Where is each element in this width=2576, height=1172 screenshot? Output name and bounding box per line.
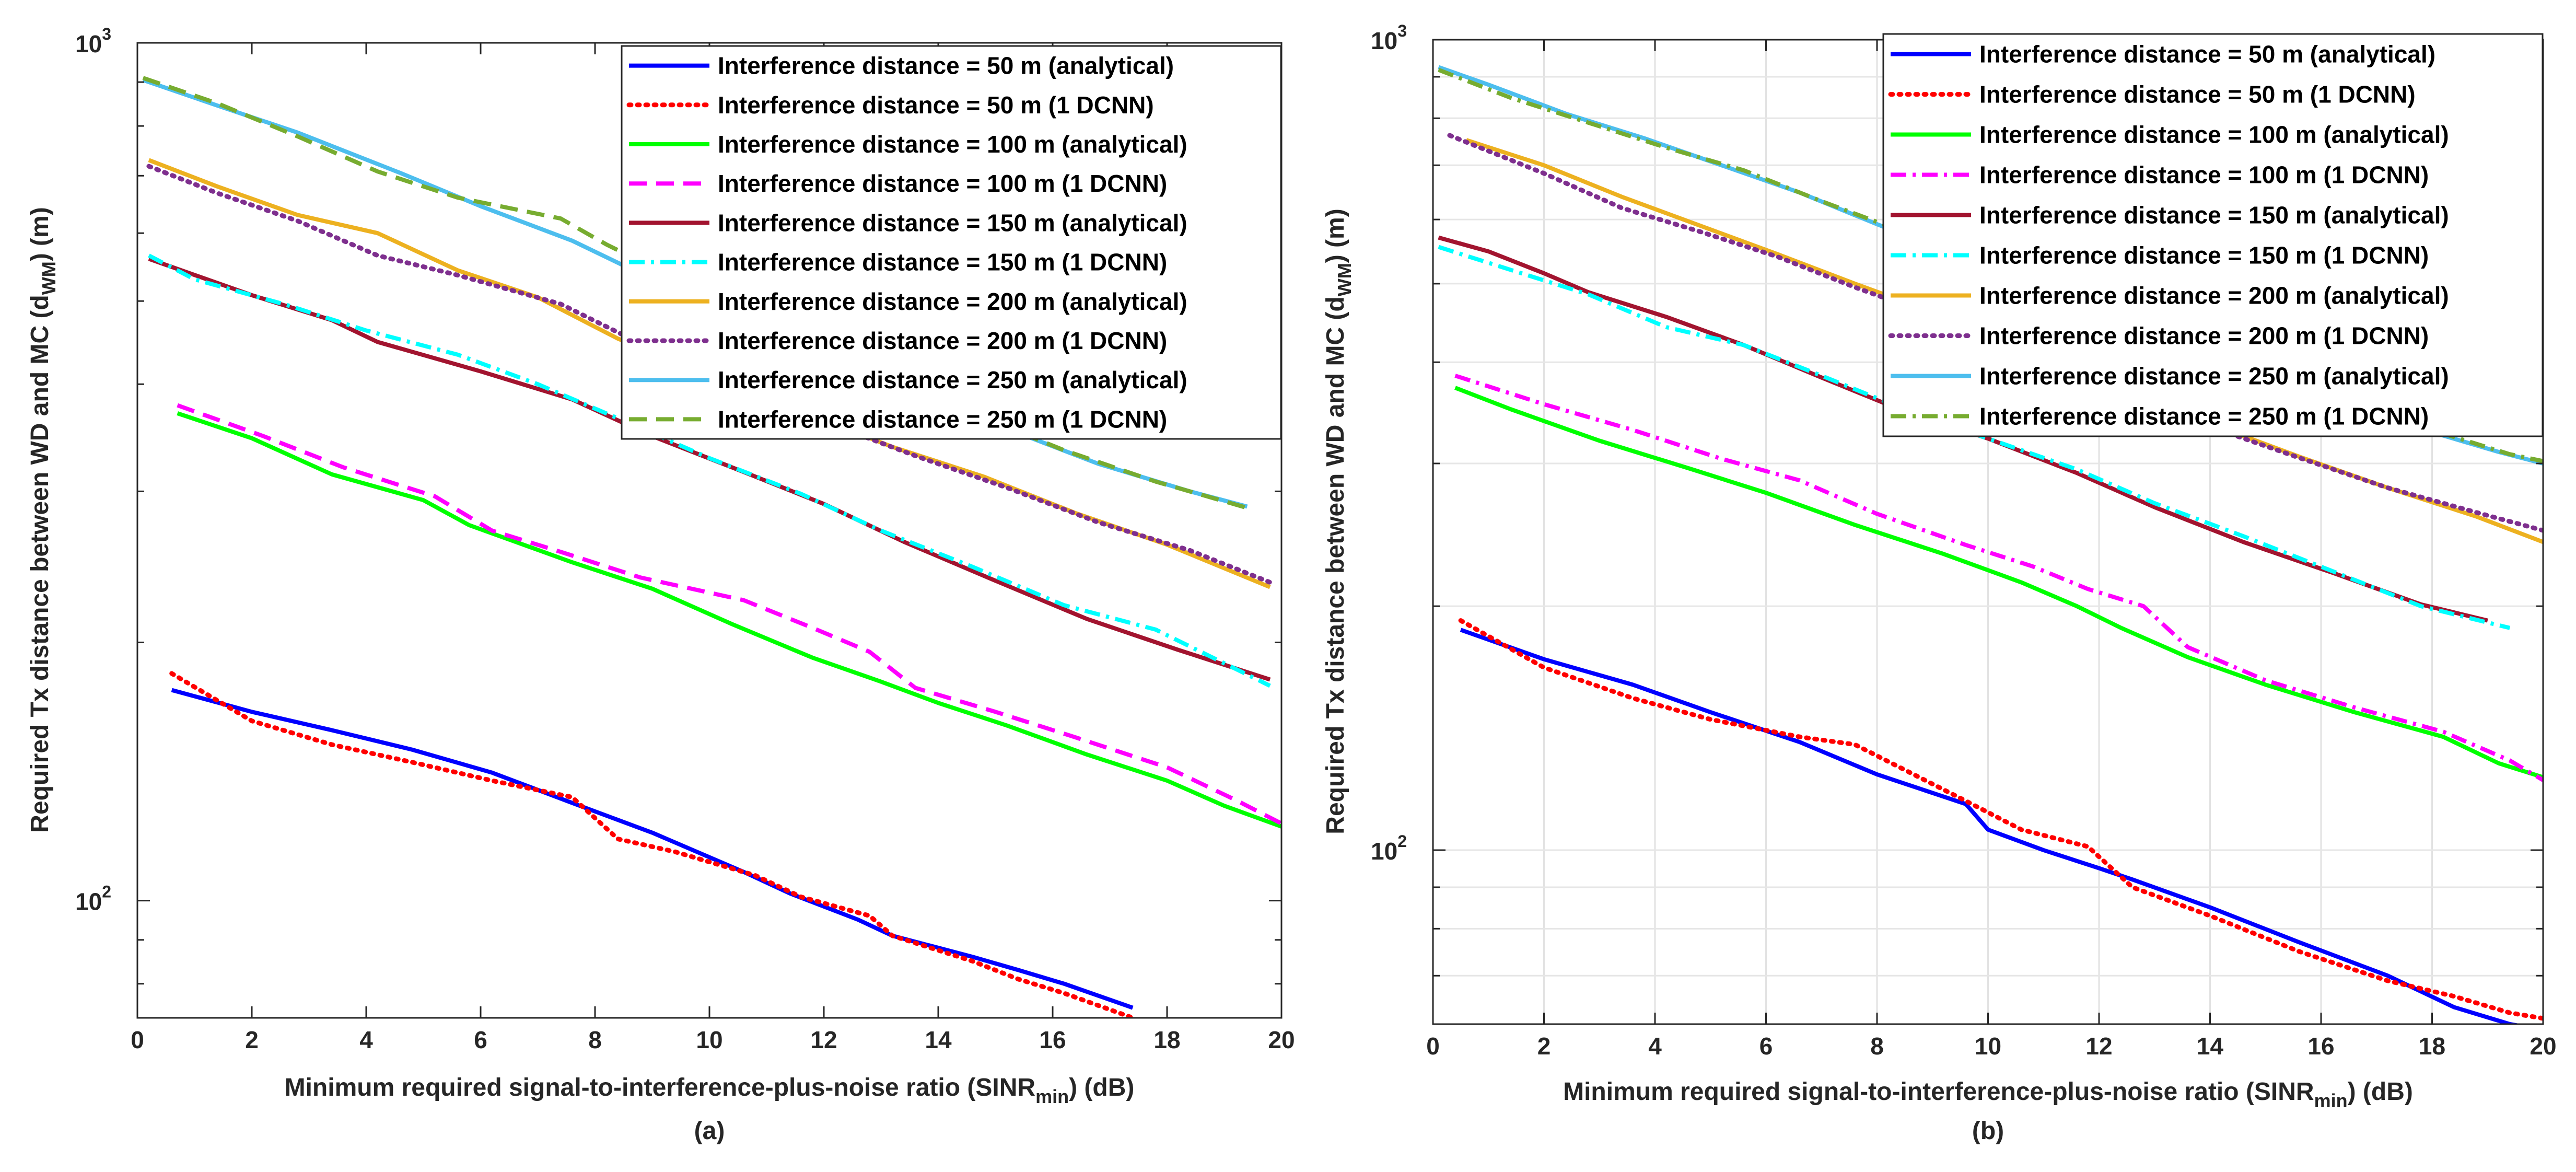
legend-entry-9: Interference distance = 250 m (analytica… xyxy=(1979,363,2449,390)
x-tick-label: 18 xyxy=(1153,1026,1180,1053)
series-line-3 xyxy=(1454,386,2543,780)
panel-label: (a) xyxy=(694,1117,725,1145)
y-axis-label: Required Tx distance between WD and MC (… xyxy=(26,207,60,832)
legend-entry-7: Interference distance = 200 m (analytica… xyxy=(1979,282,2449,309)
x-tick-label: 14 xyxy=(2197,1032,2224,1060)
panel-label: (b) xyxy=(1972,1117,2004,1145)
x-tick-label: 12 xyxy=(2085,1032,2112,1060)
legend-entry-1: Interference distance = 50 m (analytical… xyxy=(718,52,1174,79)
legend-box xyxy=(621,45,1282,440)
y-tick-exponent: 2 xyxy=(1397,832,1407,851)
y-tick-label: 103 xyxy=(1371,21,1407,54)
series-line-4 xyxy=(177,403,1281,826)
legend-box xyxy=(1882,33,2544,437)
legend-entry-8: Interference distance = 200 m (1 DCNN) xyxy=(1979,322,2429,350)
x-axis-label: Minimum required signal-to-interference-… xyxy=(285,1074,1135,1107)
legend-entry-2: Interference distance = 50 m (1 DCNN) xyxy=(1979,81,2416,108)
y-tick-exponent: 3 xyxy=(102,25,111,43)
y-tick-exponent: 3 xyxy=(1397,21,1407,40)
legend-entry-5: Interference distance = 150 m (analytica… xyxy=(1979,202,2449,229)
x-tick-label: 6 xyxy=(474,1026,487,1053)
legend-entry-10: Interference distance = 250 m (1 DCNN) xyxy=(718,405,1167,433)
legend-entry-5: Interference distance = 150 m (analytica… xyxy=(718,209,1187,236)
legend-entry-3: Interference distance = 100 m (analytica… xyxy=(1979,121,2449,148)
legend-entry-7: Interference distance = 200 m (analytica… xyxy=(718,288,1187,315)
x-tick-label: 0 xyxy=(1426,1032,1440,1060)
x-tick-label: 20 xyxy=(1268,1026,1295,1053)
x-tick-label: 6 xyxy=(1759,1032,1773,1060)
x-tick-label: 8 xyxy=(588,1026,602,1053)
legend-entry-1: Interference distance = 50 m (analytical… xyxy=(1979,41,2435,68)
legend-entry-8: Interference distance = 200 m (1 DCNN) xyxy=(718,327,1167,354)
x-tick-label: 2 xyxy=(1537,1032,1551,1060)
legend-entry-10: Interference distance = 250 m (1 DCNN) xyxy=(1979,403,2429,430)
x-tick-label: 0 xyxy=(131,1026,144,1053)
x-tick-label: 20 xyxy=(2530,1032,2556,1060)
x-tick-label: 12 xyxy=(810,1026,837,1053)
legend-entry-9: Interference distance = 250 m (analytica… xyxy=(718,366,1187,393)
y-tick-exponent: 2 xyxy=(102,883,111,901)
x-tick-label: 2 xyxy=(245,1026,259,1053)
legend-entry-2: Interference distance = 50 m (1 DCNN) xyxy=(718,91,1154,119)
x-tick-label: 4 xyxy=(1648,1032,1662,1060)
x-tick-label: 18 xyxy=(2419,1032,2445,1060)
series-line-3 xyxy=(177,411,1281,829)
legend-entry-4: Interference distance = 100 m (1 DCNN) xyxy=(1979,161,2429,189)
legend-entry-3: Interference distance = 100 m (analytica… xyxy=(718,131,1187,158)
series-line-2 xyxy=(169,671,1135,1018)
legend-entry-4: Interference distance = 100 m (1 DCNN) xyxy=(718,170,1167,197)
x-axis-label: Minimum required signal-to-interference-… xyxy=(1563,1078,2413,1111)
x-tick-label: 4 xyxy=(359,1026,373,1053)
x-tick-label: 16 xyxy=(1039,1026,1066,1053)
legend: Interference distance = 50 m (analytical… xyxy=(1882,33,2544,437)
x-tick-label: 8 xyxy=(1870,1032,1884,1060)
x-tick-label: 10 xyxy=(1975,1032,2001,1060)
legend-entry-6: Interference distance = 150 m (1 DCNN) xyxy=(718,249,1167,276)
y-axis-label: Required Tx distance between WD and MC (… xyxy=(1322,208,1355,834)
x-tick-label: 14 xyxy=(925,1026,952,1053)
series-line-2 xyxy=(1458,618,2543,1021)
x-tick-label: 10 xyxy=(696,1026,722,1053)
legend-entry-6: Interference distance = 150 m (1 DCNN) xyxy=(1979,242,2429,269)
x-tick-label: 16 xyxy=(2307,1032,2334,1060)
legend: Interference distance = 50 m (analytical… xyxy=(621,45,1282,440)
series-line-1 xyxy=(171,688,1134,1010)
series-line-4 xyxy=(1454,374,2543,782)
